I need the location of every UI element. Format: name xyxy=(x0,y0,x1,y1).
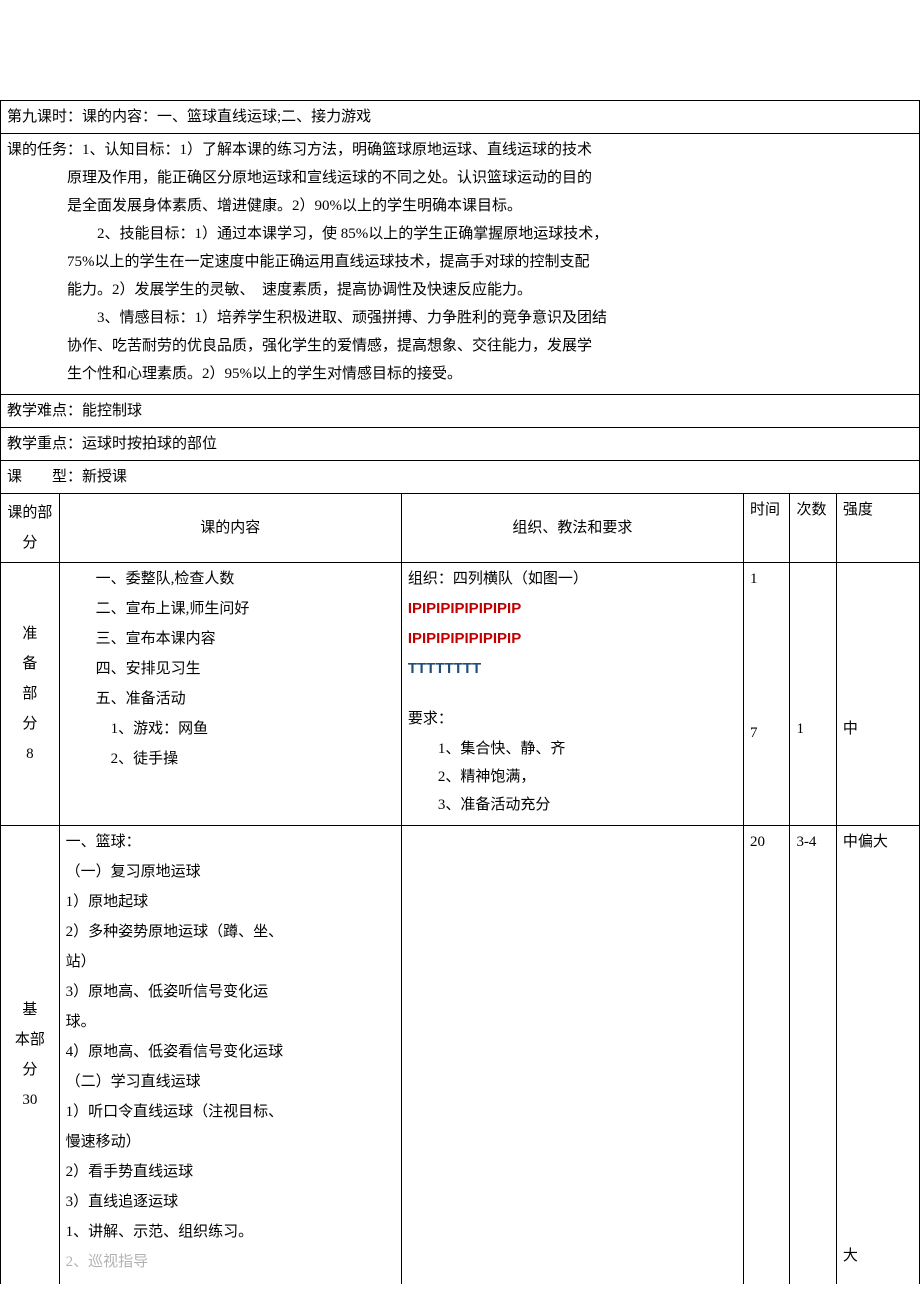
prep-c2: 二、宣布上课,师生问好 xyxy=(66,597,395,621)
main-count-val: 3-4 xyxy=(796,834,816,850)
prep-time2: 7 xyxy=(750,721,783,745)
main-c6: 4）原地高、低姿看信号变化运球 xyxy=(66,1040,395,1064)
task3-l1: 3、情感目标：1）培养学生积极进取、顽强拼搏、力争胜利的竞争意识及团结 xyxy=(7,306,913,330)
hdr-section-text: 课的部分 xyxy=(7,498,53,558)
main-intensity2: 大 xyxy=(843,1244,913,1268)
main-time: 20 xyxy=(744,826,790,1285)
main-l2: 本部 xyxy=(15,1025,45,1055)
focus-cell: 教学重点：运球时按拍球的部位 xyxy=(1,428,920,461)
type-row: 课 型：新授课 xyxy=(1,461,920,494)
main-m1: 1、讲解、示范、组织练习。 xyxy=(66,1220,395,1244)
formation-row2: IPIPIPIPIPIPIPIP xyxy=(408,627,737,651)
formation-row1: IPIPIPIPIPIPIPIP xyxy=(408,597,737,621)
main-c2: （一）复习原地运球 xyxy=(66,860,395,884)
difficulty-row: 教学难点：能控制球 xyxy=(1,395,920,428)
main-c5: 3）原地高、低姿听信号变化运 xyxy=(66,980,395,1004)
main-c4: 2）多种姿势原地运球（蹲、坐、 xyxy=(66,920,395,944)
main-c5b: 球。 xyxy=(66,1010,395,1034)
prep-req2: 2、精神饱满， xyxy=(408,765,737,789)
main-section-label: 基 本部 分 30 xyxy=(1,826,60,1285)
tasks-cell: 课的任务：1、认知目标：1）了解本课的练习方法，明确篮球原地运球、直线运球的技术… xyxy=(1,134,920,395)
type-label: 课 型： xyxy=(7,469,82,485)
type-cell: 课 型：新授课 xyxy=(1,461,920,494)
hdr-time: 时间 xyxy=(744,494,790,563)
lesson-table: 第九课时：课的内容：一、篮球直线运球;二、接力游戏 课的任务：1、认知目标：1）… xyxy=(0,100,920,1284)
tasks-row: 课的任务：1、认知目标：1）了解本课的练习方法，明确篮球原地运球、直线运球的技术… xyxy=(1,134,920,395)
main-c7: （二）学习直线运球 xyxy=(66,1070,395,1094)
main-l4: 30 xyxy=(22,1085,37,1115)
difficulty-value: 能控制球 xyxy=(82,403,142,419)
main-l1: 基 xyxy=(22,995,37,1025)
task3-l2: 协作、吃苦耐劳的优良品质，强化学生的爱情感，提高想象、交往能力，发展学 xyxy=(7,334,913,358)
prep-c7: 2、徒手操 xyxy=(66,747,395,771)
type-value: 新授课 xyxy=(82,469,127,485)
lesson-title: 第九课时：课的内容：一、篮球直线运球;二、接力游戏 xyxy=(1,101,920,134)
prep-count2: 1 xyxy=(796,717,829,741)
main-intensity-val: 中偏大 xyxy=(843,830,913,854)
prep-intensity: 中 xyxy=(836,563,919,826)
main-l3: 分 xyxy=(22,1055,37,1085)
main-c10: 3）直线追逐运球 xyxy=(66,1190,395,1214)
prep-c5: 五、准备活动 xyxy=(66,687,395,711)
top-margin xyxy=(0,0,920,100)
hdr-org: 组织、教法和要求 xyxy=(401,494,743,563)
main-c8: 1）听口令直线运球（注视目标、 xyxy=(66,1100,395,1124)
prep-l2: 备 xyxy=(22,649,37,679)
main-m2: 2、巡视指导 xyxy=(66,1250,395,1274)
prep-org: 组织：四列横队（如图一） IPIPIPIPIPIPIPIP IPIPIPIPIP… xyxy=(401,563,743,826)
main-row: 基 本部 分 30 一、篮球： （一）复习原地运球 1）原地起球 2）多种姿势原… xyxy=(1,826,920,1285)
prep-time1: 1 xyxy=(750,567,783,591)
prep-count: 1 xyxy=(790,563,836,826)
task2-l1: 2、技能目标：1）通过本课学习，使 85%以上的学生正确掌握原地运球技术， xyxy=(7,222,913,246)
prep-c4: 四、安排见习生 xyxy=(66,657,395,681)
prep-org1: 组织：四列横队（如图一） xyxy=(408,567,737,591)
main-c1: 一、篮球： xyxy=(66,830,395,854)
main-c3: 1）原地起球 xyxy=(66,890,395,914)
main-org xyxy=(401,826,743,1285)
prep-c3: 三、宣布本课内容 xyxy=(66,627,395,651)
prep-req-label: 要求： xyxy=(408,707,737,731)
task2-l2: 75%以上的学生在一定速度中能正确运用直线运球技术，提高手对球的控制支配 xyxy=(7,250,913,274)
hdr-content: 课的内容 xyxy=(59,494,401,563)
main-intensity: 中偏大 大 xyxy=(836,826,919,1285)
task1-l1: 1、认知目标：1）了解本课的练习方法，明确篮球原地运球、直线运球的技术 xyxy=(82,142,592,158)
main-content: 一、篮球： （一）复习原地运球 1）原地起球 2）多种姿势原地运球（蹲、坐、 站… xyxy=(59,826,401,1285)
prep-l1: 准 xyxy=(22,619,37,649)
hdr-count: 次数 xyxy=(790,494,836,563)
main-c8b: 慢速移动） xyxy=(66,1130,395,1154)
prep-section-label: 准 备 部 分 8 xyxy=(1,563,60,826)
prep-time: 1 7 xyxy=(744,563,790,826)
formation-row3: TTTTTTTT xyxy=(408,657,737,681)
prep-req3: 3、准备活动充分 xyxy=(408,793,737,817)
focus-row: 教学重点：运球时按拍球的部位 xyxy=(1,428,920,461)
prep-c1: 一、委整队,检查人数 xyxy=(66,567,395,591)
prep-l3: 部 xyxy=(22,679,37,709)
focus-value: 运球时按拍球的部位 xyxy=(82,436,217,452)
prep-intensity2: 中 xyxy=(843,717,913,741)
prep-c6: 1、游戏：网鱼 xyxy=(66,717,395,741)
main-c4b: 站） xyxy=(66,950,395,974)
hdr-intensity: 强度 xyxy=(836,494,919,563)
difficulty-label: 教学难点： xyxy=(7,403,82,419)
main-count: 3-4 xyxy=(790,826,836,1285)
title-row: 第九课时：课的内容：一、篮球直线运球;二、接力游戏 xyxy=(1,101,920,134)
prep-req1: 1、集合快、静、齐 xyxy=(408,737,737,761)
main-c9: 2）看手势直线运球 xyxy=(66,1160,395,1184)
lesson-plan-page: 第九课时：课的内容：一、篮球直线运球;二、接力游戏 课的任务：1、认知目标：1）… xyxy=(0,0,920,1284)
task1-l3: 是全面发展身体素质、增进健康。2）90%以上的学生明确本课目标。 xyxy=(7,194,913,218)
prep-l5: 8 xyxy=(26,739,34,769)
tasks-label: 课的任务： xyxy=(7,142,82,158)
difficulty-cell: 教学难点：能控制球 xyxy=(1,395,920,428)
prep-row: 准 备 部 分 8 一、委整队,检查人数 二、宣布上课,师生问好 三、宣布本课内… xyxy=(1,563,920,826)
prep-l4: 分 xyxy=(22,709,37,739)
task2-l3: 能力。2）发展学生的灵敏、 速度素质，提高协调性及快速反应能力。 xyxy=(7,278,913,302)
hdr-section: 课的部分 xyxy=(1,494,60,563)
task1-l2: 原理及作用，能正确区分原地运球和宣线运球的不同之处。认识篮球运动的目的 xyxy=(7,166,913,190)
column-header-row: 课的部分 课的内容 组织、教法和要求 时间 次数 强度 xyxy=(1,494,920,563)
focus-label: 教学重点： xyxy=(7,436,82,452)
task3-l3: 生个性和心理素质。2）95%以上的学生对情感目标的接受。 xyxy=(7,362,913,386)
prep-content: 一、委整队,检查人数 二、宣布上课,师生问好 三、宣布本课内容 四、安排见习生 … xyxy=(59,563,401,826)
